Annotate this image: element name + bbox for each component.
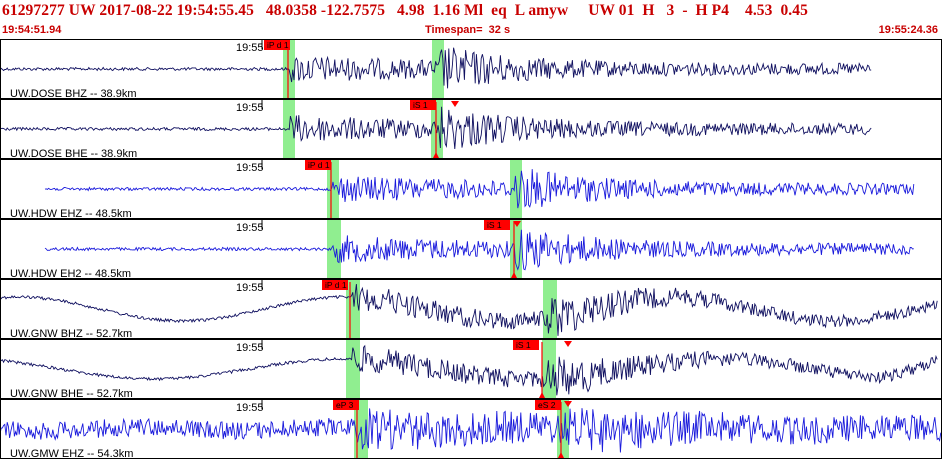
phase-pick[interactable]: eP 3 — [333, 400, 359, 458]
minute-time-label: 19:55 — [236, 42, 264, 54]
trace-panel[interactable]: 19:55 iS 1 UW.GNW BHE -- 52.7km — [0, 339, 942, 400]
waveform-trace — [0, 344, 938, 396]
pick-window-highlight — [557, 400, 569, 458]
pick-bottom-marker — [433, 152, 439, 158]
trace-panel[interactable]: 19:55 iP d 1 UW.HDW EHZ -- 48.5km — [0, 159, 942, 220]
pick-tag-label: iP d 1 — [308, 160, 330, 170]
pick-tag-background — [513, 340, 539, 350]
pick-tag-background — [305, 160, 331, 170]
pick-window-highlight — [346, 280, 360, 338]
trace-panel[interactable]: 19:55 iP d 1 UW.GNW BHZ -- 52.7km — [0, 279, 942, 340]
station-channel-label: UW.DOSE BHE -- 38.9km — [10, 148, 137, 160]
minute-time-label: 19:55 — [236, 102, 264, 114]
theoretical-arrival-marker — [564, 341, 572, 347]
pick-window-highlight — [543, 280, 557, 338]
phase-pick[interactable]: eS 2 — [535, 400, 572, 458]
pick-bottom-marker — [558, 452, 564, 458]
window-end-time: 19:55:24.36 — [878, 24, 938, 36]
panel-border — [0, 279, 942, 339]
pick-tag-label: iS 1 — [487, 220, 502, 230]
waveform-trace — [0, 284, 938, 336]
window-start-time: 19:54:51.94 — [2, 24, 62, 36]
pick-tag-background — [264, 40, 290, 50]
pick-tag-label: iS 1 — [516, 340, 531, 350]
minute-time-label: 19:55 — [236, 162, 264, 174]
trace-panel[interactable]: 19:55 iP d 1 UW.DOSE BHZ -- 38.9km — [0, 39, 942, 100]
panel-border — [0, 339, 942, 399]
pick-tag-background — [535, 400, 561, 410]
pick-tag-background — [322, 280, 348, 290]
pick-window-highlight — [327, 160, 339, 218]
pick-bottom-marker — [511, 272, 517, 278]
waveform-trace — [0, 47, 872, 89]
pick-tag-background — [484, 220, 510, 230]
pick-tag-background — [410, 100, 436, 110]
theoretical-arrival-marker — [451, 101, 459, 107]
event-header: 61297277 UW 2017-08-22 19:54:55.45 48.03… — [0, 0, 942, 40]
pick-tag-background — [333, 400, 359, 410]
pick-tag-label: eP 3 — [336, 400, 354, 410]
pick-tag-label: eS 2 — [538, 400, 556, 410]
station-channel-label: UW.HDW EH2 -- 48.5km — [10, 268, 131, 280]
phase-pick[interactable]: iS 1 — [513, 340, 572, 398]
station-channel-label: UW.GMW EHZ -- 54.3km — [10, 448, 133, 460]
minute-time-label: 19:55 — [236, 402, 264, 414]
pick-tag-label: iS 1 — [413, 100, 428, 110]
minute-time-label: 19:55 — [236, 222, 264, 234]
station-channel-label: UW.GNW BHZ -- 52.7km — [10, 328, 132, 340]
phase-pick[interactable]: iP d 1 — [322, 280, 351, 338]
minute-time-label: 19:55 — [236, 342, 264, 354]
timespan-label: Timespan= 32 s — [425, 24, 511, 36]
pick-window-highlight — [432, 40, 444, 98]
minute-time-label: 19:55 — [236, 282, 264, 294]
phase-pick[interactable]: iP d 1 — [264, 40, 290, 98]
phase-pick[interactable]: iP d 1 — [305, 160, 332, 218]
panel-border — [0, 399, 942, 459]
trace-panel[interactable]: 19:55 eP 3 eS 2 UW.GMW EHZ -- 54.3km — [0, 399, 942, 460]
station-channel-label: UW.DOSE BHZ -- 38.9km — [10, 88, 137, 100]
theoretical-arrival-marker — [513, 221, 521, 227]
phase-pick[interactable]: iS 1 — [484, 220, 521, 278]
theoretical-arrival-marker — [564, 401, 572, 407]
trace-panel[interactable]: 19:55 iS 1 UW.DOSE BHE -- 38.9km — [0, 99, 942, 160]
waveform-trace — [44, 169, 915, 209]
waveform-trace — [0, 408, 942, 453]
event-summary-line: 61297277 UW 2017-08-22 19:54:55.45 48.03… — [2, 2, 808, 19]
trace-panel[interactable]: 19:55 iS 1 UW.HDW EH2 -- 48.5km — [0, 219, 942, 280]
pick-tag-label: iP d 1 — [267, 40, 289, 50]
pick-window-highlight — [346, 340, 360, 398]
phase-pick[interactable]: iS 1 — [410, 100, 459, 158]
waveform-trace — [44, 229, 914, 271]
pick-tag-label: iP d 1 — [325, 280, 347, 290]
station-channel-label: UW.HDW EHZ -- 48.5km — [10, 208, 132, 220]
pick-bottom-marker — [539, 392, 545, 398]
station-channel-label: UW.GNW BHE -- 52.7km — [10, 388, 133, 400]
